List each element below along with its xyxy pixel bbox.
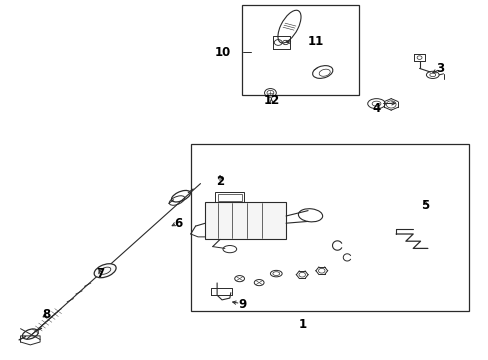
Ellipse shape [94,264,116,278]
Text: 3: 3 [435,62,443,75]
Text: 4: 4 [372,102,380,114]
Bar [215,192,244,202]
Text: 12: 12 [263,94,279,107]
Bar [190,144,468,311]
Text: 1: 1 [299,318,306,331]
Bar [242,5,359,95]
Text: 11: 11 [306,35,323,48]
Text: 10: 10 [214,46,230,59]
Bar [205,202,285,239]
Text: 7: 7 [96,267,104,280]
Text: 9: 9 [238,298,245,311]
Text: 6: 6 [174,217,182,230]
Bar [217,194,242,201]
Text: 5: 5 [421,199,428,212]
Text: 2: 2 [216,175,224,188]
Text: 8: 8 [42,309,50,321]
